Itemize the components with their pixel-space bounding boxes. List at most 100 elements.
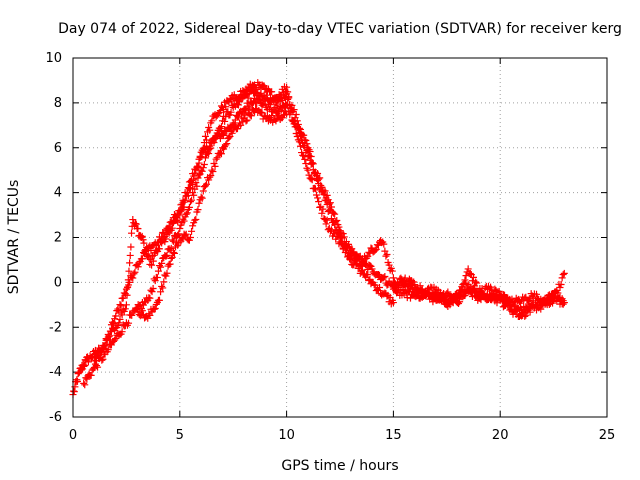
- data-point: [101, 341, 109, 349]
- data-point: [247, 112, 255, 120]
- y-tick-label: 8: [54, 96, 62, 111]
- data-point: [109, 318, 117, 326]
- data-point: [246, 111, 254, 119]
- x-axis-label: GPS time / hours: [281, 458, 398, 474]
- data-point: [184, 191, 192, 199]
- data-point: [158, 259, 166, 267]
- data-point: [355, 262, 363, 270]
- data-point: [480, 290, 488, 298]
- data-point: [124, 276, 132, 284]
- data-point: [284, 88, 292, 96]
- data-point: [205, 150, 213, 158]
- data-point: [206, 126, 214, 134]
- data-point: [509, 298, 517, 306]
- data-point: [330, 209, 338, 217]
- data-point: [95, 351, 103, 359]
- data-point: [492, 286, 500, 294]
- data-point: [211, 162, 219, 170]
- y-tick-label: 4: [54, 186, 62, 201]
- data-point: [470, 273, 477, 281]
- data-point: [225, 134, 233, 142]
- data-point: [436, 288, 444, 296]
- data-point: [131, 268, 139, 276]
- data-point: [473, 279, 481, 287]
- data-point: [130, 270, 138, 278]
- data-point: [208, 166, 216, 174]
- data-point: [112, 312, 120, 320]
- y-tick-label: 0: [54, 275, 62, 290]
- data-point: [315, 198, 323, 206]
- data-point: [383, 292, 391, 300]
- data-point: [138, 307, 146, 315]
- data-point: [558, 274, 566, 282]
- data-point: [203, 136, 210, 144]
- data-point: [166, 260, 174, 268]
- data-point: [149, 257, 157, 265]
- data-point: [468, 277, 476, 285]
- data-point: [203, 180, 210, 188]
- data-point: [380, 240, 388, 248]
- data-point: [339, 230, 347, 238]
- data-point: [305, 171, 313, 179]
- data-point: [199, 187, 207, 195]
- data-point: [292, 130, 300, 138]
- data-point: [222, 113, 230, 121]
- data-point: [94, 363, 102, 371]
- data-point: [444, 288, 452, 296]
- data-point: [349, 248, 357, 256]
- data-point: [201, 132, 209, 140]
- data-point: [100, 344, 108, 352]
- data-point: [371, 281, 379, 289]
- data-point: [235, 101, 243, 109]
- data-point: [177, 207, 185, 215]
- data-point: [81, 381, 89, 389]
- data-point: [162, 235, 170, 243]
- data-point: [283, 110, 291, 118]
- data-point: [208, 117, 216, 125]
- data-point: [198, 167, 206, 175]
- data-point: [200, 160, 208, 168]
- data-point: [460, 280, 468, 288]
- data-point: [268, 112, 276, 120]
- data-point: [308, 176, 316, 184]
- y-tick-label: -4: [49, 365, 62, 380]
- data-point: [160, 278, 168, 286]
- data-point: [191, 169, 199, 177]
- data-point: [243, 116, 251, 124]
- data-point: [206, 173, 214, 181]
- data-point: [116, 301, 124, 309]
- data-point: [283, 83, 291, 91]
- data-point: [301, 155, 309, 163]
- data-point: [180, 217, 188, 225]
- data-point: [323, 216, 331, 224]
- data-point: [487, 283, 495, 291]
- data-point: [366, 249, 374, 257]
- data-point: [180, 203, 188, 211]
- data-point: [358, 266, 366, 274]
- data-point: [372, 245, 380, 253]
- data-point: [106, 336, 114, 344]
- data-point: [168, 224, 176, 232]
- data-point: [314, 177, 322, 185]
- data-point: [115, 319, 123, 327]
- data-point: [176, 211, 184, 219]
- data-point: [382, 252, 390, 260]
- data-point: [307, 152, 315, 160]
- data-point: [228, 129, 236, 137]
- y-tick-label: 2: [54, 231, 62, 246]
- data-point: [368, 265, 376, 273]
- data-point: [99, 355, 107, 363]
- data-point: [199, 144, 207, 152]
- data-point: [535, 296, 543, 304]
- data-point: [148, 288, 156, 296]
- data-point: [135, 259, 143, 267]
- data-point: [459, 281, 467, 289]
- data-point: [149, 284, 157, 292]
- data-point: [277, 92, 285, 100]
- data-point: [245, 104, 253, 112]
- data-point: [220, 131, 228, 139]
- data-point: [282, 107, 290, 115]
- data-point: [374, 270, 382, 278]
- data-point: [314, 194, 322, 202]
- data-point: [80, 362, 88, 370]
